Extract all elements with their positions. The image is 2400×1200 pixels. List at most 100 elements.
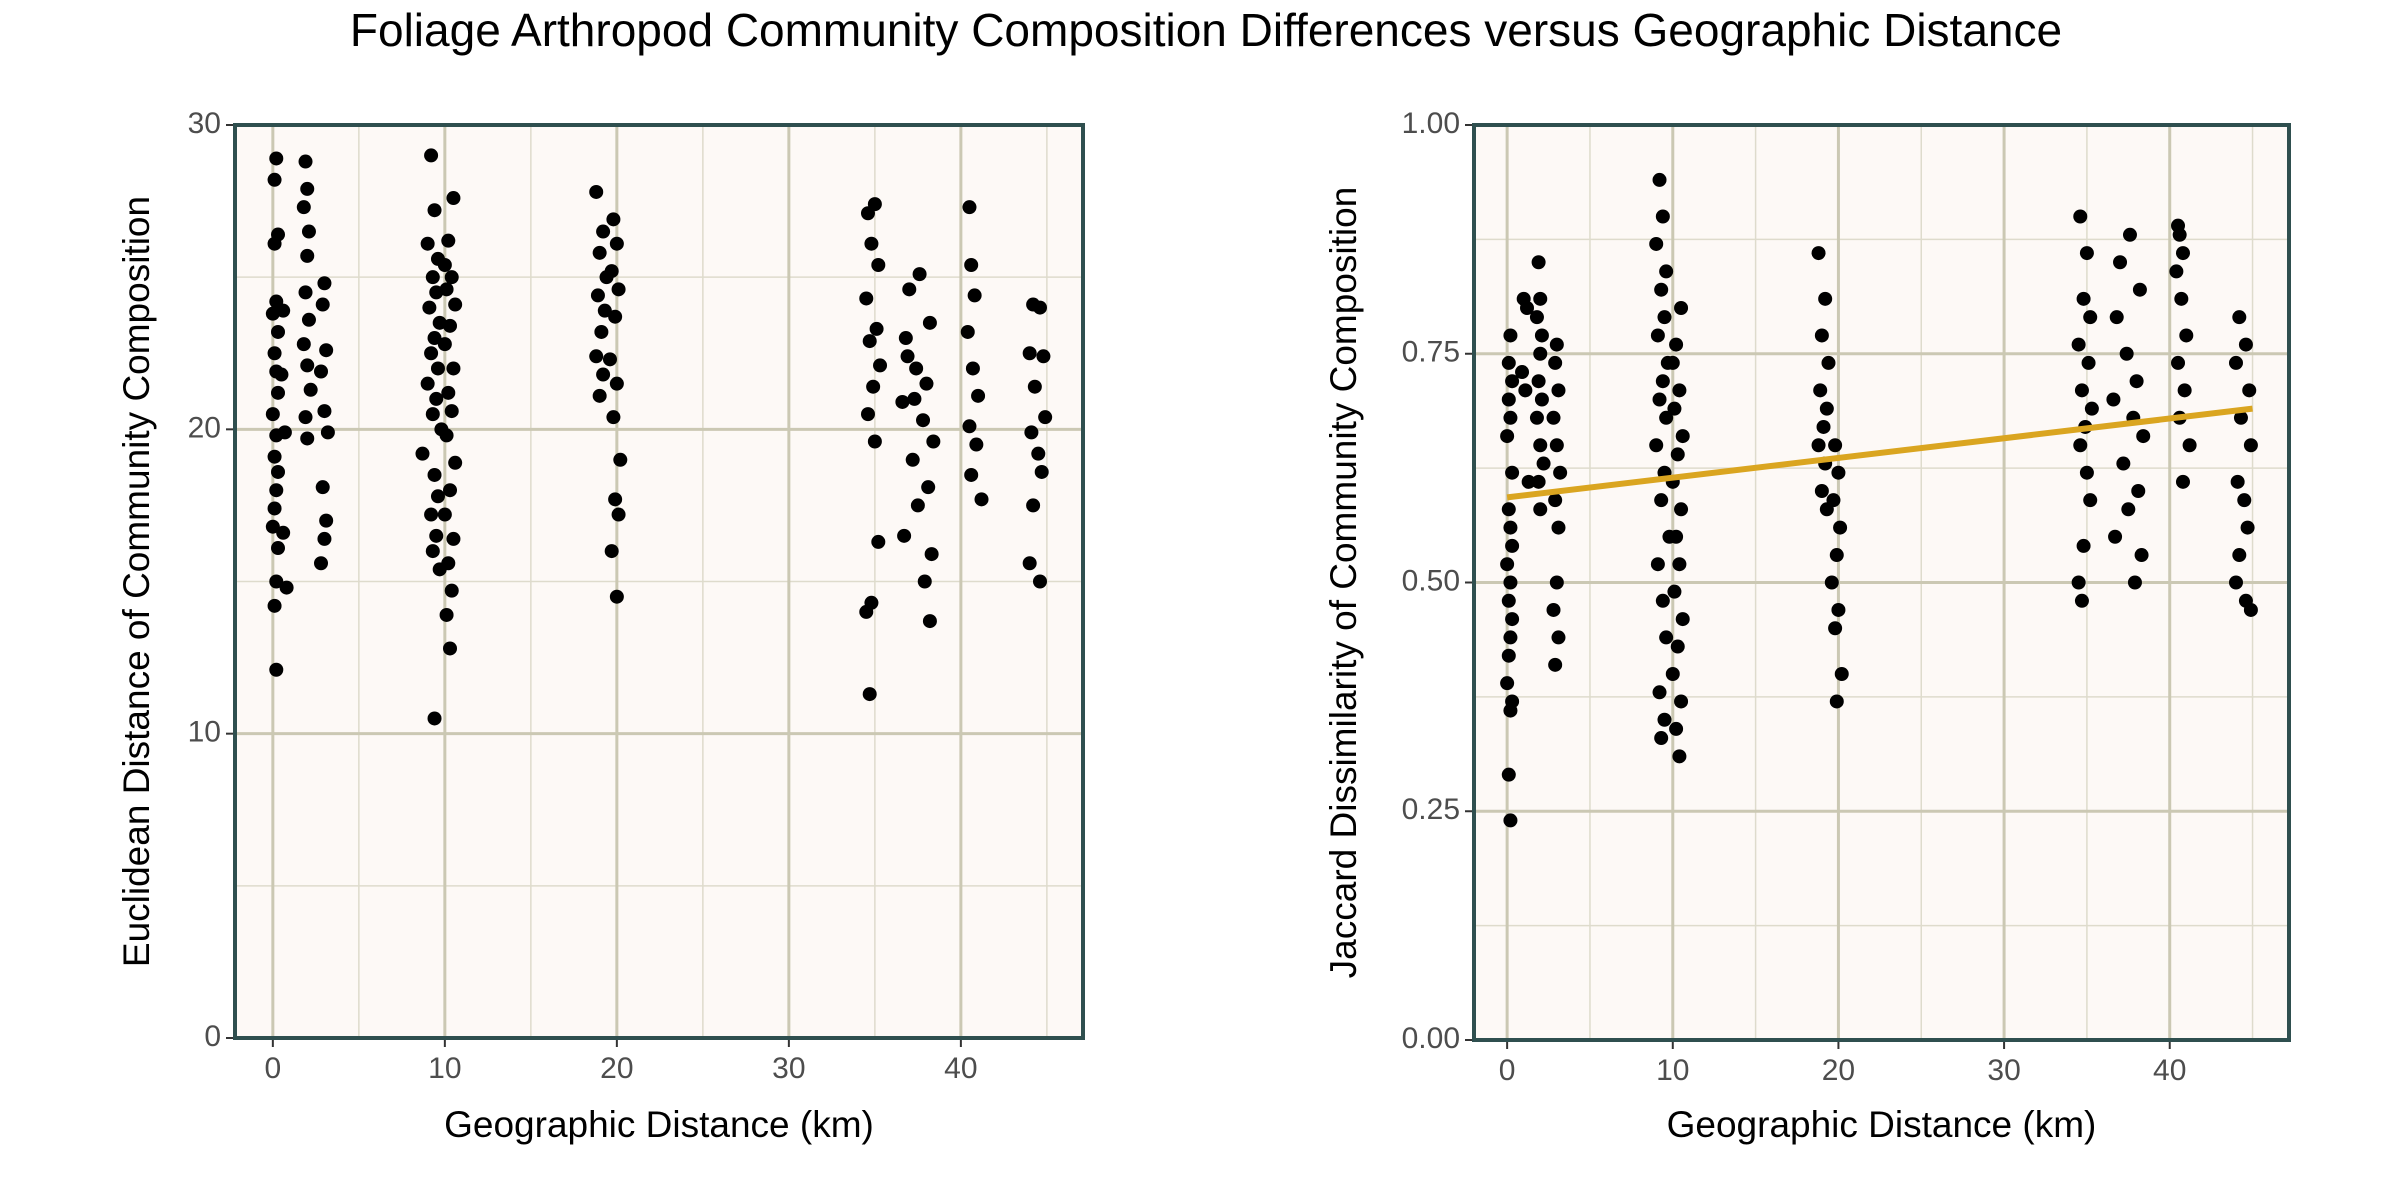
- point: [444, 583, 459, 598]
- point: [910, 498, 925, 513]
- point: [427, 711, 442, 726]
- point: [2083, 310, 2098, 325]
- point: [926, 434, 941, 449]
- point: [2076, 538, 2091, 553]
- point: [867, 434, 882, 449]
- point: [1503, 575, 1518, 590]
- point: [965, 361, 980, 376]
- point: [279, 580, 294, 595]
- point: [862, 334, 877, 349]
- point: [420, 236, 435, 251]
- point: [873, 358, 888, 373]
- plot-border: [1472, 123, 2291, 1042]
- point: [2083, 493, 2098, 508]
- point: [964, 257, 979, 272]
- point: [425, 270, 440, 285]
- point: [1038, 410, 1053, 425]
- point: [611, 507, 626, 522]
- point: [1515, 365, 1530, 380]
- point: [869, 321, 884, 336]
- point: [1505, 374, 1520, 389]
- point: [916, 413, 931, 428]
- point: [320, 425, 335, 440]
- point: [2071, 337, 2086, 352]
- point: [1649, 438, 1664, 453]
- point: [909, 361, 924, 376]
- point: [424, 507, 439, 522]
- point: [1548, 355, 1563, 370]
- point: [2129, 374, 2144, 389]
- point: [900, 349, 915, 364]
- point: [2073, 438, 2088, 453]
- point: [1551, 520, 1566, 535]
- point: [448, 455, 463, 470]
- x-tick-label: 40: [944, 1052, 977, 1085]
- point: [1652, 685, 1667, 700]
- point: [2136, 429, 2151, 444]
- point: [269, 151, 284, 166]
- point: [1534, 392, 1549, 407]
- point: [430, 489, 445, 504]
- point: [300, 248, 315, 263]
- point: [443, 483, 458, 498]
- point: [1501, 392, 1516, 407]
- point: [866, 379, 881, 394]
- point: [2109, 310, 2124, 325]
- point: [859, 291, 874, 306]
- point: [919, 376, 934, 391]
- point: [2237, 493, 2252, 508]
- point: [1501, 767, 1516, 782]
- point: [2242, 383, 2257, 398]
- point: [1814, 484, 1829, 498]
- point: [1670, 447, 1685, 462]
- point: [871, 257, 886, 272]
- point: [317, 404, 332, 419]
- point: [1828, 621, 1843, 636]
- point: [592, 388, 607, 403]
- point: [1675, 429, 1690, 444]
- point: [446, 361, 461, 376]
- y-tick-label: 0.25: [1402, 793, 1460, 826]
- point: [2106, 392, 2121, 407]
- point: [1665, 355, 1680, 370]
- point: [907, 391, 922, 406]
- point: [2232, 548, 2247, 563]
- point: [430, 361, 445, 376]
- point: [962, 200, 977, 215]
- point: [1669, 337, 1684, 352]
- point: [2169, 264, 2184, 279]
- point: [1533, 291, 1548, 306]
- point: [303, 382, 318, 397]
- point: [444, 404, 459, 419]
- point: [1553, 465, 1568, 480]
- point: [439, 282, 454, 297]
- point: [1551, 383, 1566, 398]
- point: [1674, 301, 1689, 315]
- y-tick-label: 10: [188, 716, 221, 749]
- point: [317, 276, 332, 291]
- point: [1533, 346, 1548, 361]
- point: [1826, 493, 1841, 508]
- point: [298, 410, 313, 425]
- point: [2175, 474, 2190, 489]
- point: [2079, 465, 2094, 480]
- point: [2172, 227, 2187, 242]
- point: [1665, 667, 1680, 681]
- point: [267, 449, 282, 464]
- point: [1533, 438, 1548, 453]
- point: [1674, 502, 1689, 517]
- point: [604, 544, 619, 559]
- point: [441, 233, 456, 248]
- point: [441, 385, 456, 400]
- point: [269, 483, 284, 498]
- point: [1650, 557, 1665, 572]
- point: [2174, 291, 2189, 306]
- point: [420, 376, 435, 391]
- point: [1650, 328, 1665, 343]
- point: [1654, 731, 1669, 746]
- point: [1521, 474, 1536, 489]
- point: [2232, 310, 2247, 325]
- point: [1518, 383, 1533, 398]
- point: [917, 574, 932, 589]
- point: [1022, 346, 1037, 361]
